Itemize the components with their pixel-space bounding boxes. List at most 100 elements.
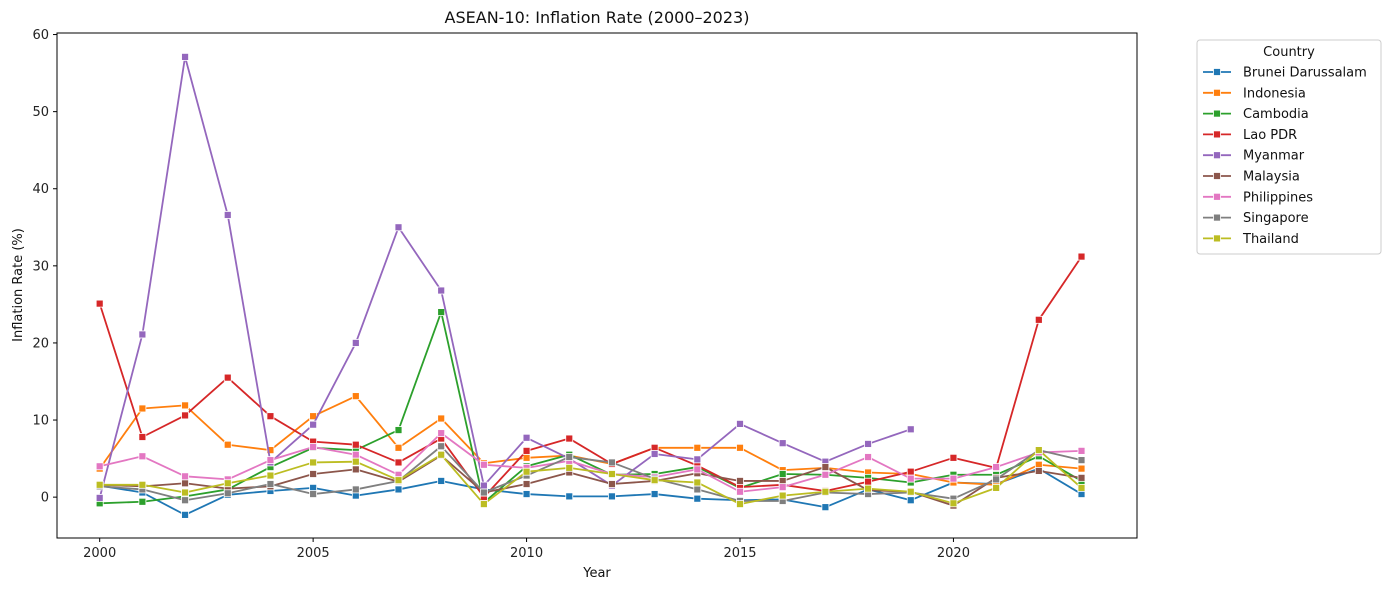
data-point	[437, 442, 446, 451]
plot-frame	[56, 32, 1138, 539]
data-point	[309, 470, 318, 478]
data-point	[309, 443, 318, 451]
series-indonesia	[95, 392, 1086, 489]
x-tick-label: 2000	[83, 546, 116, 561]
data-point	[778, 470, 787, 478]
y-tick-label: 40	[32, 182, 49, 197]
series-lao-pdr	[95, 252, 1086, 502]
data-point	[565, 453, 574, 461]
data-point	[906, 487, 915, 496]
data-point	[181, 53, 189, 61]
data-point	[608, 492, 616, 501]
data-point	[992, 475, 1001, 484]
data-point	[266, 471, 275, 480]
legend-marker	[1213, 109, 1221, 118]
data-point	[693, 485, 702, 494]
legend-marker	[1213, 213, 1221, 222]
data-point	[650, 476, 659, 485]
data-point	[394, 458, 403, 467]
legend-title: Country	[1263, 45, 1315, 60]
legend-marker	[1213, 130, 1221, 139]
data-point	[736, 443, 744, 452]
data-point	[693, 443, 702, 452]
data-point	[565, 492, 574, 501]
data-point	[138, 480, 147, 489]
data-point	[693, 494, 702, 503]
data-point	[437, 414, 446, 423]
data-point	[693, 455, 702, 464]
legend: Country Brunei Darussalam Indonesia Cambod…	[1196, 39, 1382, 255]
data-point	[650, 490, 659, 498]
legend-label: Thailand	[1242, 232, 1299, 247]
legend-item-brunei-darussalam: Brunei Darussalam	[1203, 66, 1367, 81]
data-point	[864, 440, 872, 448]
legend-label: Lao PDR	[1243, 128, 1297, 143]
data-point	[736, 500, 744, 508]
data-point	[351, 485, 360, 494]
data-point	[479, 488, 488, 497]
data-point	[181, 401, 189, 410]
x-tick-label: 2005	[297, 546, 330, 561]
series-line-cambodia	[99, 311, 1082, 505]
data-point	[181, 479, 189, 488]
data-point	[608, 470, 616, 478]
data-point	[181, 496, 189, 505]
series-line-thailand	[99, 449, 1083, 505]
legend-item-myanmar: Myanmar	[1203, 149, 1305, 164]
data-point	[608, 458, 616, 467]
data-point	[736, 487, 744, 496]
data-point	[223, 211, 232, 219]
data-point	[95, 480, 104, 489]
data-point	[565, 463, 574, 472]
data-point	[351, 457, 360, 466]
data-point	[949, 453, 958, 462]
data-point	[309, 420, 318, 429]
data-point	[1077, 464, 1086, 473]
y-tick-label: 20	[32, 336, 49, 351]
data-point	[736, 477, 744, 485]
data-point	[992, 463, 1001, 471]
data-point	[223, 440, 232, 449]
data-point	[181, 472, 189, 481]
plot-area	[95, 53, 1086, 519]
series-line-lao-pdr	[98, 256, 1083, 499]
legend-item-malaysia: Malaysia	[1203, 170, 1300, 185]
legend-item-lao-pdr: Lao PDR	[1203, 128, 1297, 143]
y-tick-label: 30	[32, 259, 49, 274]
legend-frame	[1196, 39, 1382, 255]
data-point	[394, 443, 403, 452]
legend-marker	[1213, 151, 1221, 160]
series-line-myanmar	[98, 56, 912, 499]
data-point	[351, 465, 360, 474]
data-point	[864, 477, 872, 486]
series-cambodia	[95, 308, 1086, 508]
data-point	[949, 474, 958, 483]
legend-marker	[1213, 234, 1221, 243]
data-point	[522, 446, 531, 455]
legend-label: Malaysia	[1243, 170, 1300, 185]
series-myanmar	[95, 53, 915, 502]
data-point	[1077, 252, 1086, 261]
data-point	[479, 500, 488, 508]
legend-item-thailand: Thailand	[1203, 232, 1299, 247]
legend-marker	[1213, 172, 1221, 180]
data-point	[821, 470, 830, 479]
data-point	[906, 425, 915, 434]
data-point	[1034, 467, 1043, 475]
data-point	[1034, 446, 1043, 455]
data-point	[138, 497, 147, 506]
legend-item-singapore: Singapore	[1203, 211, 1309, 226]
data-point	[95, 494, 104, 502]
legend-label: Indonesia	[1243, 86, 1306, 101]
data-point	[522, 467, 531, 476]
data-point	[1077, 473, 1086, 482]
y-tick-label: 50	[32, 105, 49, 120]
data-point	[864, 453, 872, 461]
data-point	[1077, 456, 1086, 465]
legend-label: Philippines	[1243, 190, 1313, 205]
y-tick-label: 60	[32, 28, 49, 43]
data-point	[1077, 446, 1086, 455]
data-point	[138, 330, 147, 339]
data-point	[394, 223, 403, 232]
